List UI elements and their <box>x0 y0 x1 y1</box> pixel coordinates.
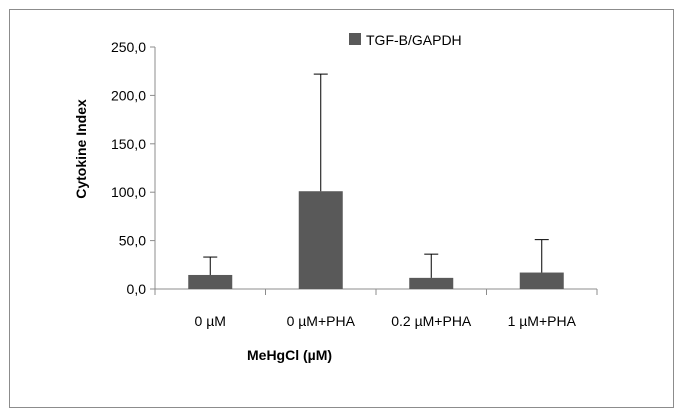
category-label: 0 µM <box>195 313 226 329</box>
y-tick-label: 100,0 <box>111 184 146 200</box>
y-tick-label: 200,0 <box>111 87 146 103</box>
x-axis-title: MeHgCl (µM) <box>247 347 332 363</box>
category-labels: 0 µM 0 µM+PHA 0.2 µM+PHA 1 µM+PHA <box>195 313 577 329</box>
y-tick-label: 250,0 <box>111 39 146 55</box>
legend: TGF-B/GAPDH <box>349 32 462 48</box>
category-label: 1 µM+PHA <box>508 313 577 329</box>
y-axis: 0,0 50,0 100,0 150,0 200,0 250,0 <box>111 39 156 297</box>
bars <box>188 191 564 289</box>
legend-swatch <box>349 33 361 45</box>
y-tick-label: 150,0 <box>111 136 146 152</box>
y-tick-label: 0,0 <box>127 281 147 297</box>
bar <box>519 272 564 289</box>
category-label: 0.2 µM+PHA <box>391 313 472 329</box>
category-label: 0 µM+PHA <box>287 313 356 329</box>
x-axis <box>154 288 598 295</box>
legend-label: TGF-B/GAPDH <box>366 32 462 48</box>
bar <box>298 191 343 289</box>
y-tick-label: 50,0 <box>119 233 146 249</box>
bar <box>188 274 233 289</box>
error-bars <box>203 73 549 278</box>
y-axis-title: Cytokine Index <box>73 99 89 199</box>
bar <box>409 277 454 289</box>
